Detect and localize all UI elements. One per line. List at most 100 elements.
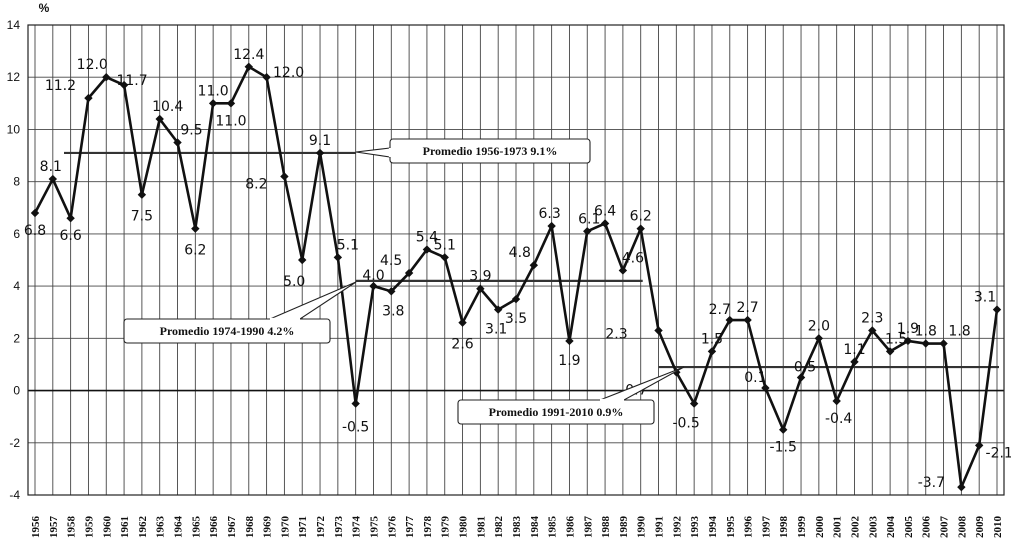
series-layer <box>30 62 1002 492</box>
average-callout-label-3: Promedio 1991-2010 0.9% <box>489 405 624 419</box>
data-point <box>511 294 521 304</box>
data-label: 2.7 <box>709 302 731 318</box>
data-label: 10.4 <box>152 99 183 115</box>
data-point <box>440 253 449 262</box>
x-tick-label: 1967 <box>226 516 238 539</box>
x-tick-label: 1977 <box>404 516 416 539</box>
data-point <box>796 373 806 382</box>
x-tick-label: 1983 <box>511 516 523 539</box>
x-tick-label: 1982 <box>493 516 505 539</box>
average-callout-label-2: Promedio 1974-1990 4.2% <box>160 324 295 338</box>
x-tick-label: 1999 <box>796 516 808 539</box>
data-label: 6.1 <box>578 211 600 227</box>
x-tick-label: 2010 <box>992 516 1004 539</box>
data-point <box>244 62 253 71</box>
data-point <box>102 73 111 82</box>
x-tick-label: 1972 <box>315 516 327 539</box>
data-label: 1.8 <box>948 324 970 340</box>
data-label: 2.6 <box>451 337 473 353</box>
y-tick-label: -2 <box>9 436 20 450</box>
data-point <box>850 357 859 367</box>
data-point <box>725 315 734 325</box>
data-point <box>387 287 396 296</box>
average-callouts: Promedio 1956-1973 9.1% Promedio 1974-199… <box>123 138 685 425</box>
y-tick-label: 10 <box>7 122 21 136</box>
average-callout-pointer-1 <box>355 147 391 158</box>
data-point <box>137 190 147 199</box>
data-label: 8.1 <box>40 159 62 175</box>
x-tick-label: 1984 <box>529 516 541 539</box>
data-label: 11.0 <box>198 83 229 99</box>
data-point <box>939 339 948 348</box>
data-point <box>832 396 841 406</box>
x-tick-label: 1971 <box>297 516 309 538</box>
data-label: 4.5 <box>380 253 402 269</box>
x-tick-label: 1986 <box>564 516 576 539</box>
average-callout-label-1: Promedio 1956-1973 9.1% <box>423 144 558 158</box>
data-label: 3.1 <box>974 290 996 306</box>
x-tick-label: 1976 <box>386 516 398 539</box>
x-tick-label: 1987 <box>582 516 594 539</box>
x-tick-label: 1958 <box>66 516 78 539</box>
x-tick-label: 1973 <box>333 516 345 539</box>
x-tick-label: 1995 <box>725 516 737 539</box>
data-point <box>298 255 307 265</box>
data-label: 5.4 <box>416 230 438 246</box>
x-tick-label: 1994 <box>707 516 719 539</box>
y-tick-label: 6 <box>13 227 20 241</box>
data-point <box>779 425 788 434</box>
x-tick-label: 1985 <box>547 516 559 539</box>
average-lines <box>64 151 999 369</box>
data-point <box>565 336 574 346</box>
x-tick-label: 1959 <box>83 516 95 539</box>
data-label: 1.9 <box>897 321 919 337</box>
data-labels: 6.88.16.611.212.011.77.510.49.56.211.011… <box>24 47 1011 491</box>
y-tick-label: 2 <box>13 331 20 345</box>
data-point <box>369 281 378 291</box>
data-point <box>600 219 610 228</box>
data-point <box>66 214 75 223</box>
data-label: 2.0 <box>808 318 830 334</box>
data-point <box>903 336 913 346</box>
x-tick-label: 1956 <box>30 516 42 539</box>
x-tick-label: 1957 <box>48 516 60 539</box>
data-label: 1.8 <box>915 324 937 340</box>
y-tick-label: 8 <box>13 175 20 189</box>
data-label: 7.5 <box>131 209 153 225</box>
data-label: 11.2 <box>45 78 76 94</box>
data-point <box>761 383 770 393</box>
x-tick-label: 1981 <box>475 516 487 538</box>
data-label: 2.3 <box>861 311 883 327</box>
data-label: -2.1 <box>986 445 1011 461</box>
data-label: 12.0 <box>77 57 108 73</box>
data-label: 8.2 <box>245 176 267 192</box>
x-tick-label: 2009 <box>974 516 986 539</box>
x-tick-label: 1962 <box>137 516 149 539</box>
data-label: 5.0 <box>283 274 305 290</box>
x-tick-label: 1960 <box>101 516 113 539</box>
data-label: -0.5 <box>672 416 699 432</box>
x-tick-label: 2005 <box>903 516 915 539</box>
data-point <box>672 368 681 377</box>
average-callout-box-2 <box>123 318 331 344</box>
data-label: 3.1 <box>485 322 507 338</box>
x-tick-label: 2004 <box>885 516 897 539</box>
data-label: 0.5 <box>794 360 816 376</box>
y-axis-label: % <box>39 1 50 15</box>
data-point <box>992 305 1002 314</box>
data-point <box>868 326 877 335</box>
data-point <box>957 482 966 492</box>
x-tick-label: 1990 <box>636 516 648 539</box>
data-label: 1.5 <box>701 331 723 347</box>
data-label: 6.8 <box>24 223 46 239</box>
x-tick-label: 1989 <box>618 516 630 539</box>
data-label: 3.8 <box>382 303 404 319</box>
x-tick-label: 1966 <box>208 516 220 539</box>
data-label: 3.5 <box>505 311 527 327</box>
y-tick-label: -4 <box>9 488 20 502</box>
data-label: -1.5 <box>770 440 797 456</box>
data-label: 4.8 <box>509 245 531 261</box>
average-callout-box-3 <box>457 399 655 425</box>
x-tick-label: 1991 <box>654 516 666 538</box>
